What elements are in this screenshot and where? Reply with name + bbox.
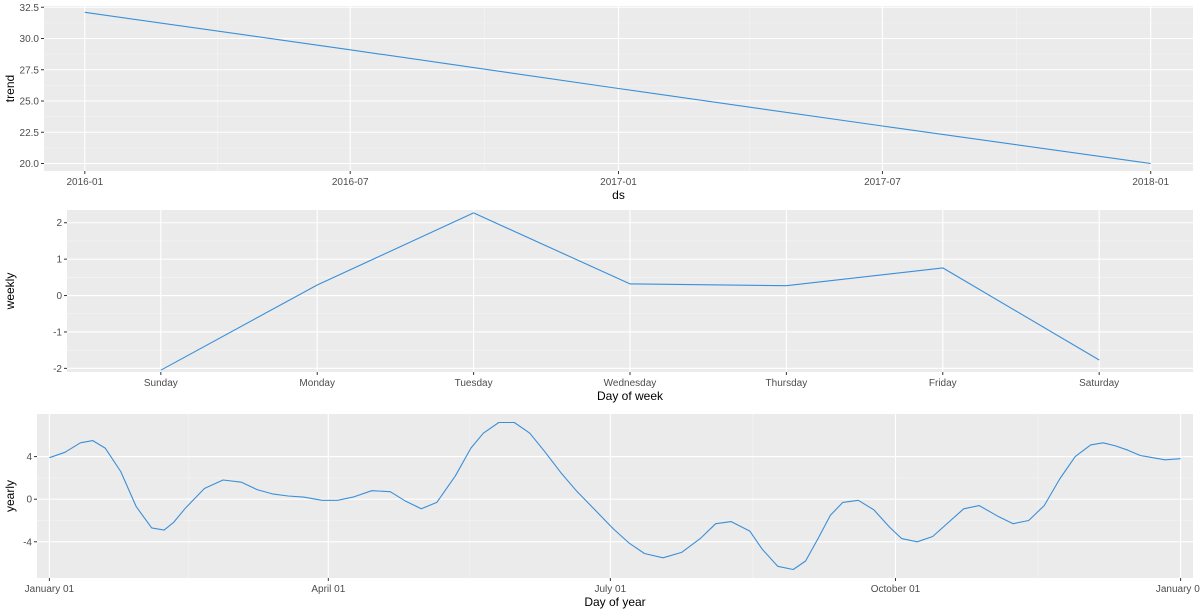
x-tick-label: July 01 xyxy=(595,584,627,595)
y-tick-label: 22.5 xyxy=(20,128,40,139)
series-line xyxy=(84,11,1151,165)
plot-panel-background xyxy=(37,414,1193,578)
y-axis-title: yearly xyxy=(3,480,17,512)
x-tick-label: Monday xyxy=(299,378,335,389)
y-tick-label: 0 xyxy=(56,291,62,302)
x-tick-label: January 01 xyxy=(25,584,75,595)
x-tick-label: January 01 xyxy=(1156,584,1200,595)
x-tick-label: 2016-07 xyxy=(332,177,369,188)
weekly-panel: Sunday Monday Tuesday Wednesday Thursday Frid… xyxy=(3,210,1193,403)
x-tick-label: Saturday xyxy=(1079,378,1119,389)
y-tick-label: 0 xyxy=(26,495,32,506)
x-tick-label: 2018-01 xyxy=(1132,177,1169,188)
x-axis-title: Day of year xyxy=(584,595,645,609)
x-tick-label: April 01 xyxy=(311,584,345,595)
x-tick-label: 2016-01 xyxy=(66,177,103,188)
x-tick-label: Wednesday xyxy=(604,378,657,389)
x-tick-label: Friday xyxy=(929,378,957,389)
y-tick-label: 2 xyxy=(56,218,62,229)
x-tick-label: Sunday xyxy=(144,378,178,389)
y-tick-label: -2 xyxy=(53,364,62,375)
x-axis-title: ds xyxy=(612,188,625,202)
yearly-panel: January 01 April 01 July 01 October 01 Janua… xyxy=(3,414,1200,609)
x-tick-label: Tuesday xyxy=(455,378,493,389)
series-line xyxy=(49,421,1181,571)
x-tick-label: 2017-07 xyxy=(864,177,901,188)
x-tick-label: 2017-01 xyxy=(600,177,637,188)
y-tick-label: -4 xyxy=(23,537,32,548)
y-tick-label: 25.0 xyxy=(20,97,40,108)
y-tick-label: 32.5 xyxy=(20,3,40,14)
series-line xyxy=(160,212,1100,371)
y-tick-label: 1 xyxy=(56,255,62,266)
y-tick-label: 4 xyxy=(26,452,32,463)
y-tick-label: 27.5 xyxy=(20,65,40,76)
y-axis-title: trend xyxy=(3,75,17,102)
trend-panel: 2016-01 2016-07 2017-01 2017-07 2018-01 20.0 2… xyxy=(3,3,1193,202)
x-tick-label: October 01 xyxy=(871,584,921,595)
x-axis-title: Day of week xyxy=(597,389,664,403)
y-tick-label: -1 xyxy=(53,327,62,338)
y-axis-title: weekly xyxy=(3,273,17,311)
y-tick-label: 30.0 xyxy=(20,34,40,45)
y-tick-label: 20.0 xyxy=(20,159,40,170)
x-tick-label: Thursday xyxy=(766,378,808,389)
